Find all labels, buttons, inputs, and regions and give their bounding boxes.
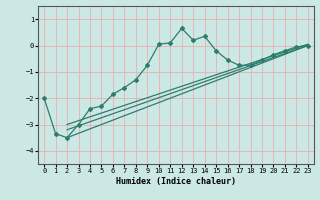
X-axis label: Humidex (Indice chaleur): Humidex (Indice chaleur) [116, 177, 236, 186]
